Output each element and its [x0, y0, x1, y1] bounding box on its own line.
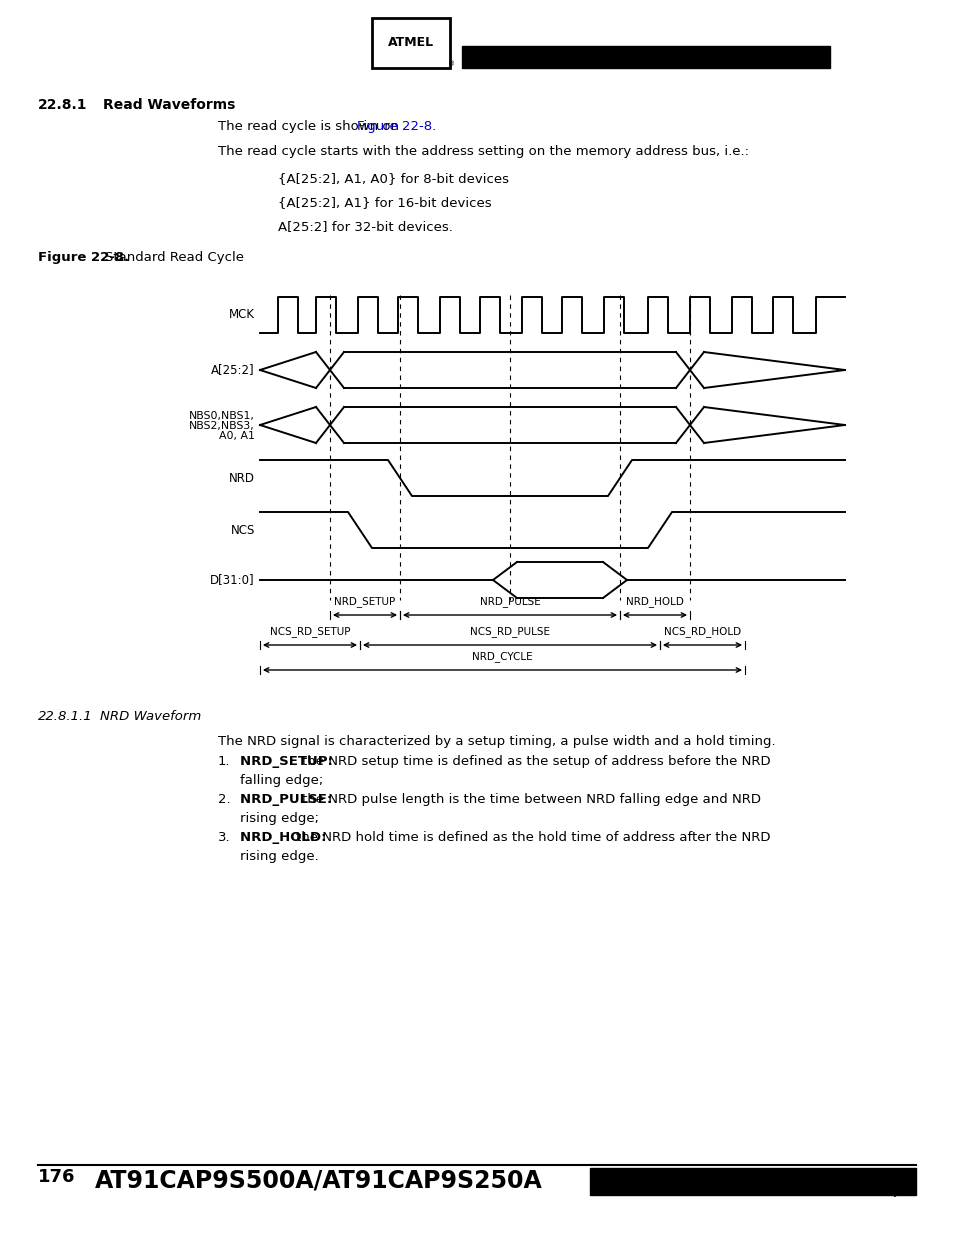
Text: MCK: MCK	[229, 309, 254, 321]
Text: NRD_SETUP: NRD_SETUP	[334, 597, 395, 606]
Text: NCS_RD_PULSE: NCS_RD_PULSE	[470, 626, 550, 637]
Bar	[372, 19, 450, 68]
Text: falling edge;: falling edge;	[240, 774, 323, 787]
Text: 2.: 2.	[218, 793, 231, 806]
Text: NRD_HOLD: NRD_HOLD	[625, 597, 683, 606]
Text: NBS0,NBS1,: NBS0,NBS1,	[189, 411, 254, 421]
Text: A[25:2] for 32-bit devices.: A[25:2] for 32-bit devices.	[277, 220, 453, 233]
Text: {A[25:2], A1, A0} for 8-bit devices: {A[25:2], A1, A0} for 8-bit devices	[277, 172, 509, 185]
Text: NCS: NCS	[231, 524, 254, 536]
Text: Figure 22-8.: Figure 22-8.	[356, 120, 436, 133]
Text: A0, A1: A0, A1	[219, 431, 254, 441]
Bar	[589, 1168, 915, 1195]
Text: NRD_PULSE: NRD_PULSE	[479, 597, 539, 606]
Text: {A[25:2], A1} for 16-bit devices: {A[25:2], A1} for 16-bit devices	[277, 196, 491, 209]
Text: NRD Waveform: NRD Waveform	[100, 710, 201, 722]
Text: NCS_RD_HOLD: NCS_RD_HOLD	[663, 626, 740, 637]
Text: The NRD signal is characterized by a setup timing, a pulse width and a hold timi: The NRD signal is characterized by a set…	[218, 735, 775, 748]
Text: Read Waveforms: Read Waveforms	[103, 98, 235, 112]
Text: the NRD hold time is defined as the hold time of address after the NRD: the NRD hold time is defined as the hold…	[295, 831, 770, 844]
Text: The read cycle starts with the address setting on the memory address bus, i.e.:: The read cycle starts with the address s…	[218, 144, 748, 158]
Bar	[461, 46, 829, 68]
Text: NRD_PULSE:: NRD_PULSE:	[240, 793, 336, 806]
Text: 22.8.1: 22.8.1	[38, 98, 88, 112]
Text: The read cycle is shown on: The read cycle is shown on	[218, 120, 403, 133]
Text: rising edge;: rising edge;	[240, 811, 318, 825]
Text: NRD: NRD	[229, 472, 254, 484]
Text: 176: 176	[38, 1168, 75, 1186]
Text: A[25:2]: A[25:2]	[212, 363, 254, 377]
Text: the NRD pulse length is the time between NRD falling edge and NRD: the NRD pulse length is the time between…	[301, 793, 760, 806]
Text: 1.: 1.	[218, 755, 231, 768]
Text: ATMEL: ATMEL	[388, 37, 434, 49]
Text: D[31:0]: D[31:0]	[211, 573, 254, 587]
Text: ®: ®	[448, 61, 456, 67]
Text: AT91CAP9S500A/AT91CAP9S250A: AT91CAP9S500A/AT91CAP9S250A	[95, 1168, 542, 1192]
Text: the NRD setup time is defined as the setup of address before the NRD: the NRD setup time is defined as the set…	[301, 755, 769, 768]
Text: 6264A–CAP–21-May-07: 6264A–CAP–21-May-07	[795, 1187, 915, 1197]
Text: NBS2,NBS3,: NBS2,NBS3,	[189, 421, 254, 431]
Text: 22.8.1.1: 22.8.1.1	[38, 710, 92, 722]
Text: Standard Read Cycle: Standard Read Cycle	[105, 251, 244, 264]
Text: NCS_RD_SETUP: NCS_RD_SETUP	[270, 626, 350, 637]
Text: Figure 22-8.: Figure 22-8.	[38, 251, 129, 264]
Text: rising edge.: rising edge.	[240, 850, 318, 863]
Text: 3.: 3.	[218, 831, 231, 844]
Text: NRD_SETUP:: NRD_SETUP:	[240, 755, 337, 768]
Text: NRD_CYCLE: NRD_CYCLE	[472, 651, 533, 662]
Text: NRD_HOLD:: NRD_HOLD:	[240, 831, 331, 844]
